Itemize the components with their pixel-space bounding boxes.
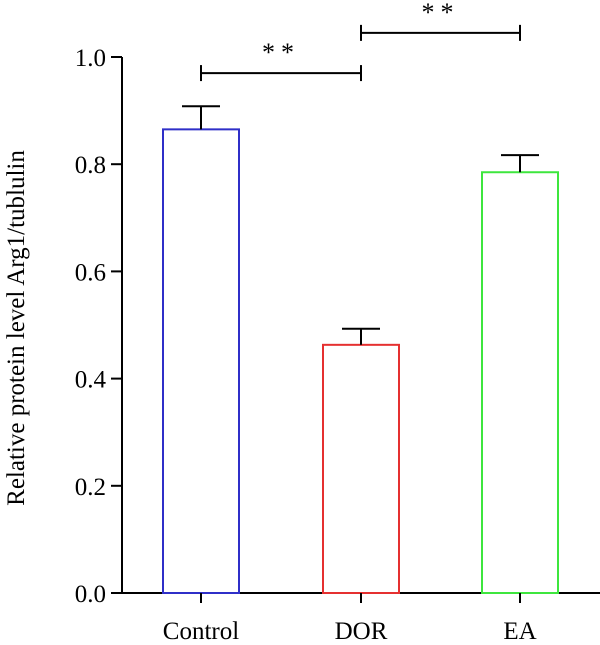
y-tick-label: 0.4 [75,367,107,394]
significance-label: ** [422,0,460,27]
x-tick-label: DOR [335,618,388,645]
x-tick-label: Control [163,618,239,645]
y-tick-label: 0.8 [75,152,106,179]
y-axis-label: Relative protein level Arg1/tublulin [3,150,30,506]
y-tick-label: 0.2 [75,474,106,501]
bar-ea [481,171,559,595]
x-tick-label: EA [503,618,536,645]
bar-dor [322,343,400,594]
y-tick-label: 1.0 [75,45,106,72]
bar-control [162,128,240,595]
y-tick-label: 0.6 [75,259,106,286]
significance-label: ** [262,38,300,67]
y-tick-label: 0.0 [75,581,106,608]
